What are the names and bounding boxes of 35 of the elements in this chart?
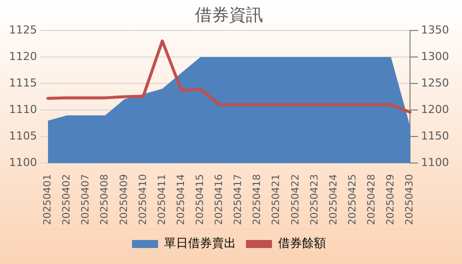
chart-title: 借券資訊: [195, 6, 263, 26]
y-tick-label: 1105: [8, 129, 37, 142]
y2-tick-label: 1250: [421, 76, 450, 90]
x-tick-label: 20250408: [100, 174, 111, 226]
x-tick-label: 20250429: [386, 174, 397, 226]
x-tick-label: 20250428: [366, 174, 378, 226]
y-tick-label: 1120: [8, 50, 37, 63]
y-tick-label: 1125: [8, 23, 37, 36]
y-tick-label: 1115: [8, 76, 37, 90]
x-tick-label: 20250402: [62, 174, 73, 226]
y2-tick-label: 1200: [421, 102, 450, 116]
x-tick-label: 20250418: [252, 174, 264, 226]
y2-tick-label: 1350: [421, 23, 450, 36]
y2-tick-label: 1150: [421, 129, 450, 142]
legend-label: 單日借券賣出: [164, 236, 236, 250]
x-tick-label: 20250410: [138, 174, 149, 226]
x-tick-label: 20250417: [233, 174, 244, 226]
x-tick-label: 20250415: [195, 174, 206, 226]
x-tick-label: 20250409: [118, 174, 130, 226]
x-tick-label: 20250422: [290, 174, 302, 226]
x-tick-label: 20250430: [404, 174, 416, 226]
x-tick-label: 20250407: [80, 174, 92, 226]
y2-tick-label: 1300: [421, 50, 450, 63]
y-tick-label: 1110: [8, 102, 37, 116]
x-tick-label: 20250425: [347, 174, 358, 226]
x-tick-label: 20250401: [42, 174, 54, 226]
x-tick-label: 20250411: [156, 174, 168, 226]
x-tick-label: 20250414: [176, 174, 187, 226]
x-tick-label: 20250416: [214, 174, 226, 226]
x-tick-label: 20250421: [271, 174, 282, 226]
legend-label: 借券餘額: [278, 236, 326, 250]
x-tick-label: 20250423: [309, 174, 320, 226]
y-tick-label: 1100: [8, 156, 37, 169]
y2-tick-label: 1100: [421, 156, 450, 169]
x-tick-label: 20250424: [328, 174, 340, 226]
